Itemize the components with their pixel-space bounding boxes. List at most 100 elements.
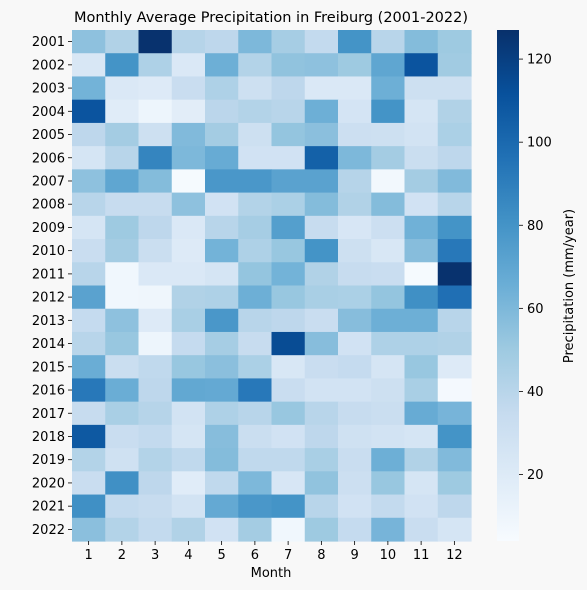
x-tick-label: 4 [184,548,192,563]
colorbar [497,30,519,541]
colorbar-tick-label: 40 [527,385,544,400]
heatmap-cell [304,448,339,472]
colorbar-tick-label: 120 [527,53,552,68]
heatmap-cell [171,378,206,403]
y-tick-label: 2004 [32,105,65,120]
heatmap-cell [304,169,339,194]
heatmap-cell [105,494,140,519]
heatmap-cell [271,494,306,519]
heatmap-cell [105,30,140,54]
x-tick-label: 2 [118,548,126,563]
heatmap-cell [338,378,372,403]
heatmap-cell [404,378,439,403]
heatmap-cell [138,308,173,333]
y-tick-label: 2009 [32,221,65,236]
heatmap-cell [205,122,239,147]
heatmap-cell [404,122,439,147]
y-tick-label: 2010 [32,244,65,259]
heatmap-cell [138,169,173,194]
y-tick-label: 2001 [32,35,65,50]
heatmap-cell [138,192,173,217]
heatmap-cell [271,146,306,170]
heatmap-cell [171,146,206,170]
heatmap-cells [72,30,472,542]
heatmap-cell [238,355,273,380]
heatmap-cell [437,424,472,449]
heatmap-cell [437,53,472,78]
heatmap-cell [437,122,472,147]
heatmap-cell [437,239,472,263]
heatmap-cell [271,192,306,217]
y-tick-label: 2006 [32,151,65,166]
heatmap-cell [271,471,306,496]
heatmap-cell [338,308,372,333]
heatmap-cell [205,517,239,542]
y-tick-label: 2008 [32,198,65,213]
heatmap-cell [371,192,406,217]
heatmap-cell [171,53,206,78]
heatmap-cell [371,517,406,542]
heatmap-cell [138,122,173,147]
heatmap-cell [171,494,206,519]
heatmap-cell [105,99,140,124]
heatmap-cell [338,169,372,194]
heatmap-cell [205,424,239,449]
heatmap-cell [271,99,306,124]
heatmap-cell [238,471,273,496]
heatmap-cell [404,262,439,287]
heatmap-cell [371,448,406,472]
heatmap-cell [72,448,106,472]
heatmap-cell [338,424,372,449]
heatmap-cell [437,30,472,54]
heatmap-cell [437,285,472,310]
x-tick-label: 8 [317,548,325,563]
heatmap-cell [271,378,306,403]
heatmap-cell [271,285,306,310]
heatmap-cell [371,122,406,147]
x-tick-label: 12 [446,548,463,563]
heatmap-cell [72,331,106,356]
heatmap-cell [371,53,406,78]
heatmap-cell [338,494,372,519]
heatmap-cell [205,494,239,519]
heatmap-cell [304,378,339,403]
heatmap-cell [72,146,106,170]
heatmap-cell [304,76,339,101]
heatmap-cell [238,308,273,333]
heatmap-cell [271,53,306,78]
heatmap-cell [171,401,206,426]
heatmap-cell [171,471,206,496]
x-tick-label: 1 [84,548,92,563]
heatmap-cell [238,53,273,78]
heatmap-cell [171,239,206,263]
y-tick-label: 2015 [32,360,65,375]
y-tick-label: 2018 [32,430,65,445]
heatmap-cell [171,517,206,542]
heatmap-cell [238,448,273,472]
heatmap-cell [205,285,239,310]
heatmap-cell [437,76,472,101]
y-tick-label: 2007 [32,174,65,189]
heatmap-cell [404,192,439,217]
heatmap-cell [371,424,406,449]
heatmap-cell [304,192,339,217]
heatmap-cell [338,53,372,78]
y-tick-label: 2014 [32,337,65,352]
heatmap-cell [304,239,339,263]
heatmap-cell [338,401,372,426]
heatmap-cell [371,308,406,333]
y-tick-label: 2019 [32,453,65,468]
heatmap-cell [238,424,273,449]
colorbar-tick-label: 100 [527,136,552,151]
heatmap-cell [105,169,140,194]
y-tick-label: 2002 [32,58,65,73]
heatmap-cell [205,192,239,217]
heatmap-cell [404,99,439,124]
heatmap-cell [105,517,140,542]
heatmap-cell [205,378,239,403]
heatmap-cell [371,471,406,496]
colorbar-ticks: 20 40 60 80 100 120 [519,53,552,483]
heatmap-cell [171,76,206,101]
heatmap-cell [72,378,106,403]
